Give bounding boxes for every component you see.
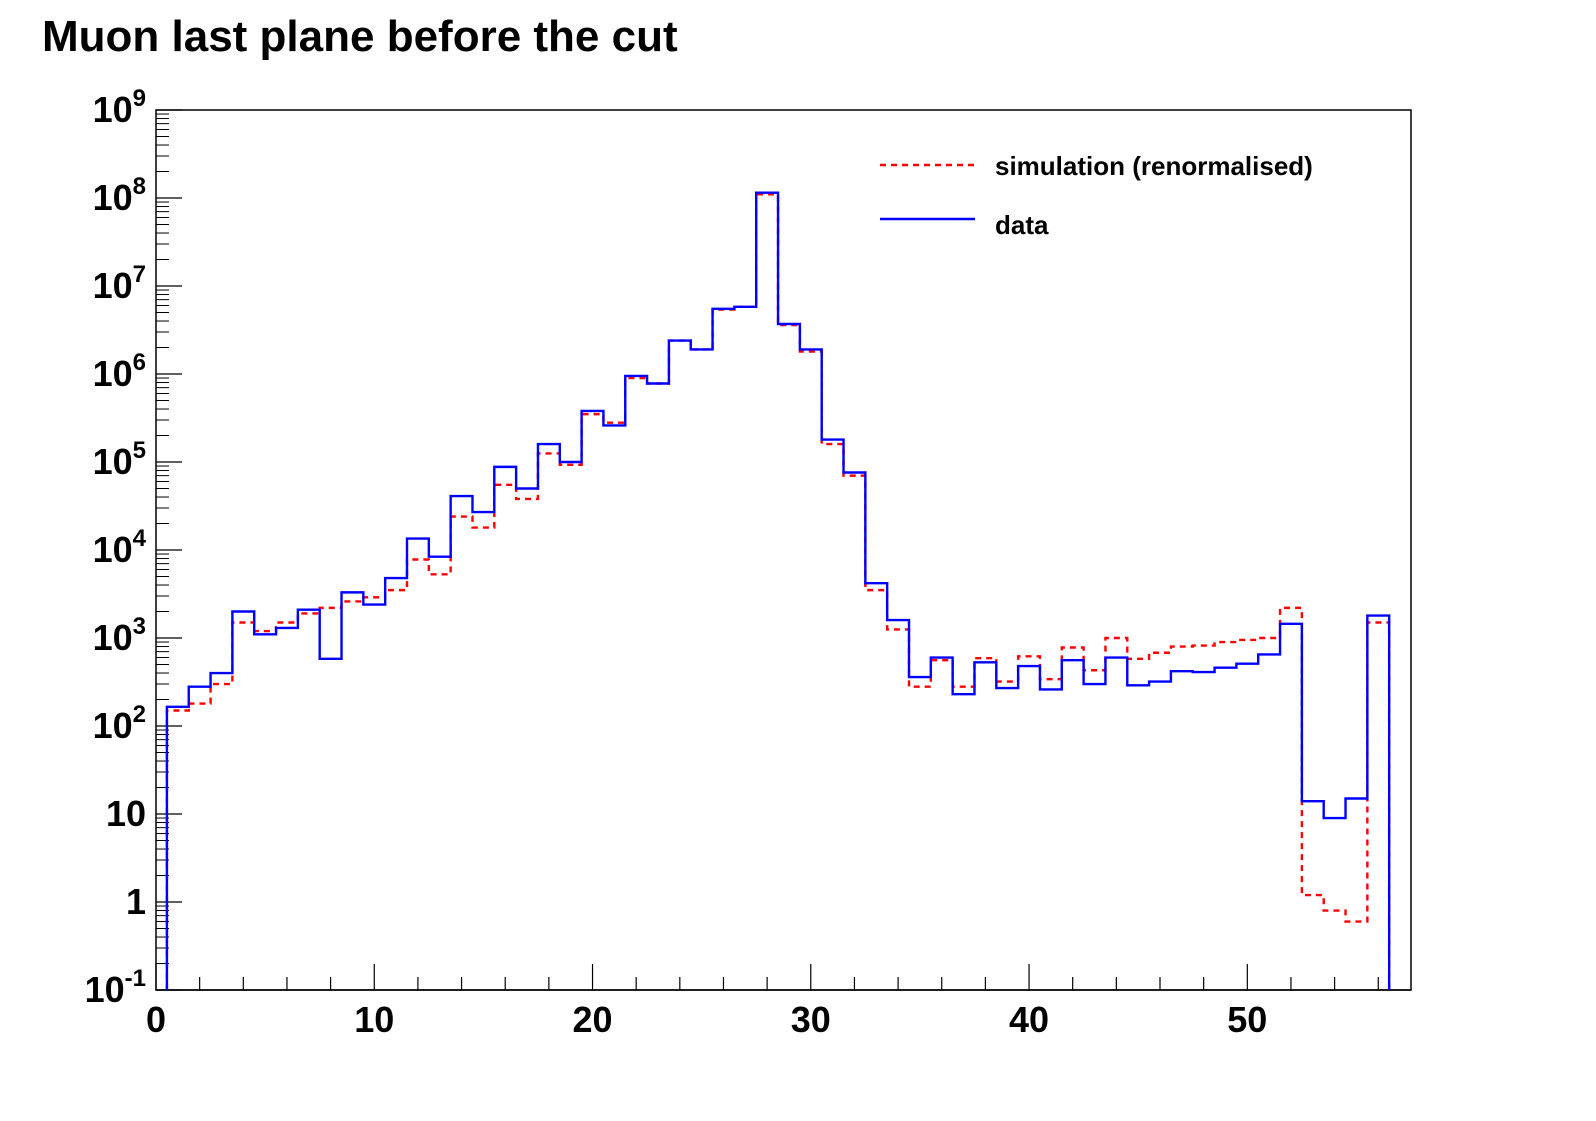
legend-label-data: data <box>995 210 1049 240</box>
x-axis: 0 10 20 30 40 50 <box>146 964 1411 1040</box>
y-tick-base: 10 <box>93 529 133 570</box>
x-tick-label: 40 <box>1009 999 1049 1040</box>
x-tick-label: 50 <box>1227 999 1267 1040</box>
y-tick-base: 10 <box>93 177 133 218</box>
y-tick-exponent: 6 <box>133 349 146 376</box>
y-tick-label: 103 <box>93 613 146 658</box>
x-tick-label: 0 <box>146 999 166 1040</box>
series-layer <box>165 191 1391 990</box>
y-tick-base: 10 <box>93 353 133 394</box>
y-tick-label: 108 <box>93 173 146 218</box>
y-tick-label: 102 <box>93 701 146 746</box>
x-tick-label: 30 <box>791 999 831 1040</box>
legend: simulation (renormalised) data <box>880 151 1313 240</box>
y-tick-exponent: 5 <box>133 437 146 464</box>
y-tick-label: 105 <box>93 437 146 482</box>
y-tick-exponent: 2 <box>133 701 146 728</box>
y-tick-exponent: 3 <box>133 613 146 640</box>
y-tick-label: 104 <box>93 525 147 570</box>
chart-title: Muon last plane before the cut <box>42 12 678 61</box>
y-tick-exponent: 7 <box>133 261 146 288</box>
y-tick-base: 10 <box>93 265 133 306</box>
y-tick-base: 10 <box>93 89 133 130</box>
x-tick-label: 20 <box>572 999 612 1040</box>
y-tick-base: 10 <box>93 441 133 482</box>
y-tick-label: 109 <box>93 85 146 130</box>
y-tick-label: 10-1 <box>85 965 146 1010</box>
plot-frame <box>155 109 1412 991</box>
y-tick-label: 1 <box>126 881 146 922</box>
y-tick-base: 10 <box>93 617 133 658</box>
y-tick-label: 107 <box>93 261 146 306</box>
data-histogram-line <box>165 191 1391 990</box>
y-tick-base: 10 <box>85 969 125 1010</box>
y-tick-label: 106 <box>93 349 146 394</box>
legend-label-simulation: simulation (renormalised) <box>995 151 1313 181</box>
y-tick-label: 10 <box>106 793 146 834</box>
x-tick-label: 10 <box>354 999 394 1040</box>
y-tick-exponent: -1 <box>125 965 146 992</box>
y-tick-exponent: 8 <box>133 173 146 200</box>
y-tick-base: 10 <box>93 705 133 746</box>
y-tick-exponent: 4 <box>133 525 147 552</box>
y-tick-exponent: 9 <box>133 85 146 112</box>
